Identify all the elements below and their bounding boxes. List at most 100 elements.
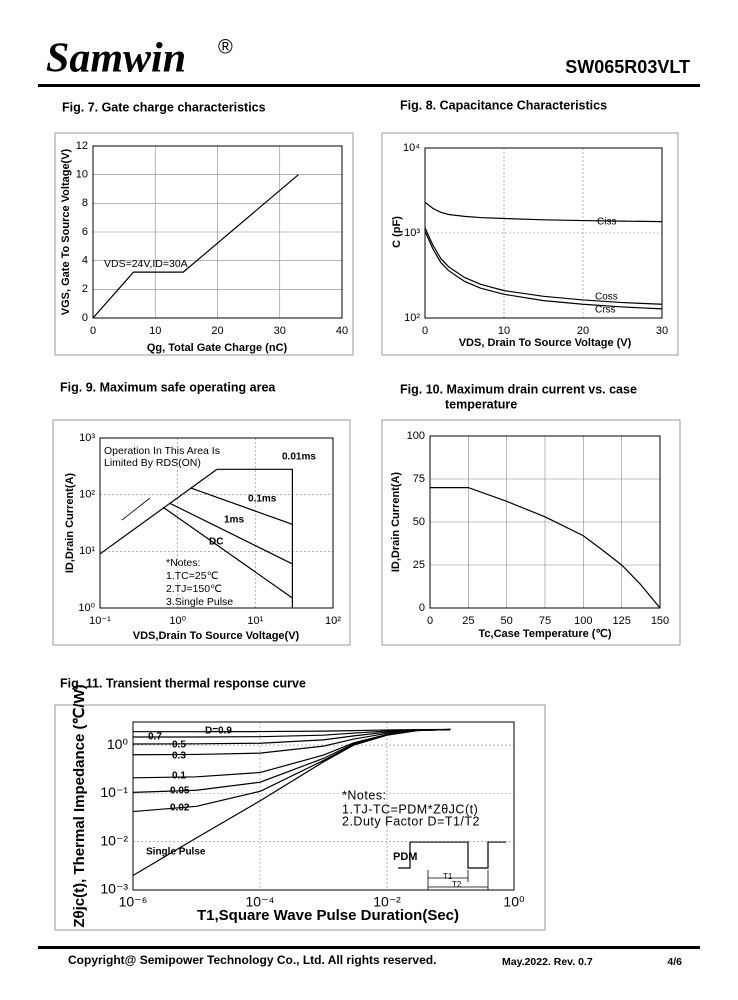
series-label: 0.02 xyxy=(170,803,190,814)
x-tick-label: 10⁻⁶ xyxy=(119,894,148,910)
series-label: Single Pulse xyxy=(146,847,206,858)
x-tick-label: 30 xyxy=(274,325,286,337)
series-label: 1ms xyxy=(224,515,244,526)
y-tick-label: 10³ xyxy=(79,432,95,444)
series-line xyxy=(132,728,451,876)
part-number: SW065R03VLT xyxy=(565,57,690,77)
x-tick-label: 0 xyxy=(427,615,433,627)
plot-border xyxy=(99,437,334,609)
series-label: 0.01ms xyxy=(282,452,316,463)
x-tick-label: 10 xyxy=(498,325,510,337)
annotation: 2.Duty Factor D=T1/T2 xyxy=(342,814,480,828)
series-label: D=0.9 xyxy=(205,726,232,737)
x-tick-label: 10⁰ xyxy=(503,894,525,910)
x-tick-label: 10 xyxy=(149,325,161,337)
x-axis-label: VDS, Drain To Source Voltage (V) xyxy=(459,337,632,349)
series-line xyxy=(92,174,299,319)
annotation: *Notes: xyxy=(166,557,200,569)
y-tick-label: 0 xyxy=(82,312,88,324)
x-tick-label: 125 xyxy=(612,615,630,627)
y-tick-label: 10 xyxy=(76,169,88,181)
series-line xyxy=(216,468,293,608)
annotation-arrow xyxy=(121,497,151,521)
series-label: DC xyxy=(209,537,223,548)
y-tick-label: 75 xyxy=(413,473,425,485)
series-line xyxy=(191,487,293,525)
y-tick-label: 10³ xyxy=(404,227,420,239)
x-tick-label: 10⁰ xyxy=(169,615,186,627)
y-tick-label: 10⁻³ xyxy=(100,881,128,897)
x-tick-label: 20 xyxy=(211,325,223,337)
registered-mark: ® xyxy=(218,36,233,58)
x-axis-label: VDS,Drain To Source Voltage(V) xyxy=(133,630,300,642)
brand: Samwin xyxy=(46,36,186,82)
y-tick-label: 25 xyxy=(413,559,425,571)
y-tick-label: 0 xyxy=(419,602,425,614)
chart-title: Fig. 10. Maximum drain current vs. case xyxy=(400,382,637,396)
annotation: Limited By RDS(ON) xyxy=(104,457,201,469)
y-tick-label: 100 xyxy=(407,430,425,442)
y-tick-label: 10² xyxy=(79,489,95,501)
y-tick-label: 10⁻² xyxy=(100,832,128,848)
series-label: 0.7 xyxy=(148,732,162,743)
series-line xyxy=(424,230,663,310)
annotation: T1 xyxy=(443,872,453,881)
chart-frame xyxy=(381,132,679,356)
series-label: 0.5 xyxy=(172,740,186,751)
plot-border xyxy=(132,721,515,891)
y-tick-label: 10² xyxy=(404,312,420,324)
y-tick-label: 10⁰ xyxy=(107,736,129,752)
x-tick-label: 0 xyxy=(422,325,428,337)
series-line xyxy=(99,468,218,555)
annotation: PDM xyxy=(393,851,417,863)
x-tick-label: 150 xyxy=(651,615,669,627)
y-tick-label: 10⁰ xyxy=(78,602,95,614)
annotation: 1.TJ-TC=PDM*ZθJC(t) xyxy=(342,802,478,816)
series-label: Coss xyxy=(595,292,618,303)
y-tick-label: 10¹ xyxy=(79,545,95,557)
x-tick-label: 0 xyxy=(90,325,96,337)
x-tick-label: 20 xyxy=(577,325,589,337)
x-tick-label: 10⁻⁴ xyxy=(246,894,275,910)
x-tick-label: 40 xyxy=(336,325,348,337)
chart-title: Fig. 7. Gate charge characteristics xyxy=(62,100,266,114)
chart-title: temperature xyxy=(445,397,517,411)
y-tick-label: 12 xyxy=(76,140,88,152)
series-label: Ciss xyxy=(597,217,616,228)
x-tick-label: 10¹ xyxy=(247,615,263,627)
plot-border xyxy=(429,435,661,609)
plot-border xyxy=(424,147,663,319)
x-tick-label: 75 xyxy=(539,615,551,627)
chart-title: Fig. 8. Capacitance Characteristics xyxy=(400,98,607,112)
x-tick-label: 25 xyxy=(462,615,474,627)
annotation: VDS=24V,ID=30A xyxy=(104,258,188,270)
y-tick-label: 10⁴ xyxy=(403,142,420,154)
chart-frame xyxy=(52,419,351,646)
chart-title: Fig. 9. Maximum safe operating area xyxy=(60,380,276,394)
y-axis-label: VGS, Gate To Source Voltage(V) xyxy=(60,148,72,315)
x-tick-label: 10⁻² xyxy=(373,894,401,910)
series-label: 0.05 xyxy=(170,786,190,797)
plot-border xyxy=(92,145,343,319)
chart-frame xyxy=(54,132,354,356)
x-tick-label: 10² xyxy=(325,615,341,627)
y-tick-label: 10⁻¹ xyxy=(100,784,128,800)
x-tick-label: 10⁻¹ xyxy=(89,615,111,627)
series-line xyxy=(162,506,293,599)
footer-rule xyxy=(38,946,700,949)
copyright: Copyright@ Semipower Technology Co., Ltd… xyxy=(68,953,436,967)
series-label: Crss xyxy=(595,305,616,316)
series-line xyxy=(169,502,293,565)
pulse-diagram xyxy=(398,841,506,869)
y-tick-label: 2 xyxy=(82,283,88,295)
series-label: 0.1 xyxy=(172,771,186,782)
y-tick-label: 8 xyxy=(82,197,88,209)
header-rule xyxy=(38,84,700,87)
annotation: T2 xyxy=(452,880,462,889)
annotation: *Notes: xyxy=(342,788,387,802)
y-axis-label: ID,Drain Current(A) xyxy=(390,472,402,573)
annotation: 1.TC=25℃ xyxy=(166,570,219,582)
x-axis-label: Tc,Case Temperature (℃) xyxy=(479,628,612,640)
series-line xyxy=(424,201,663,223)
